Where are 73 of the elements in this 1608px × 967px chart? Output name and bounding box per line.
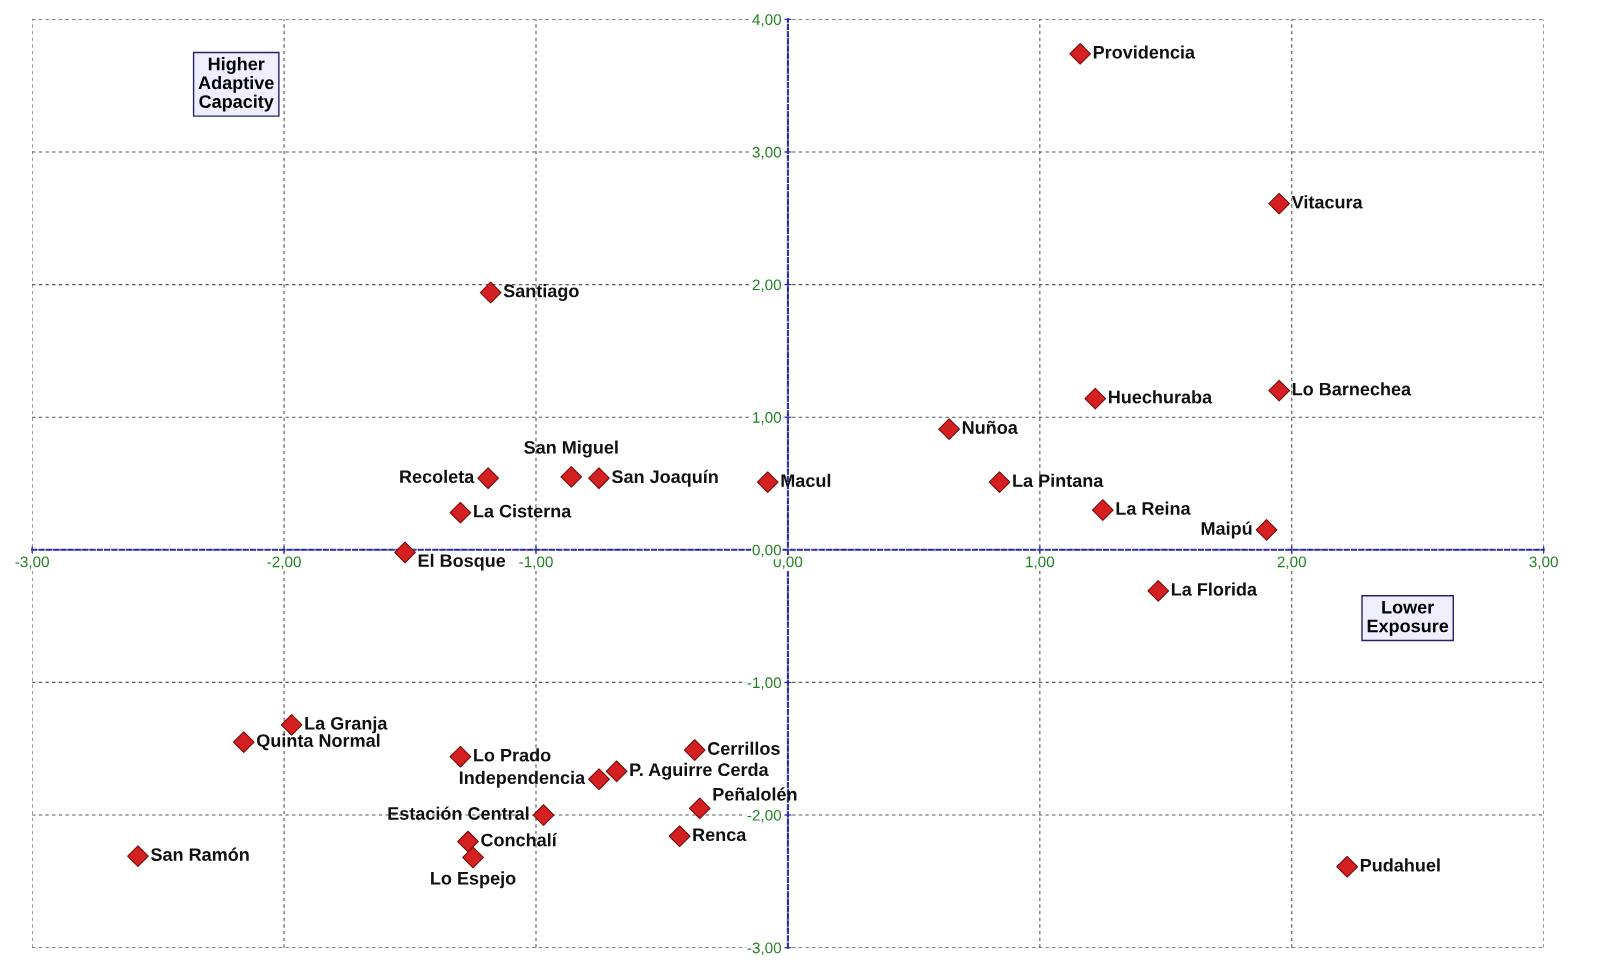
annotation: La Reina [1116,501,1191,515]
annotation: La Granja [305,716,388,734]
annotation: Recoleta [400,469,475,484]
annotation: Cerrillos [707,741,780,755]
point [449,745,472,768]
point [1268,379,1291,402]
point [532,804,555,826]
x-tick-label: -2,00 [267,556,301,570]
annotation: Providencia [1093,45,1196,59]
annotation: Huechuraba [1108,390,1213,404]
y-tick-label: -1,00 [747,677,782,690]
point [477,467,499,490]
point [688,797,711,820]
annotation: Lo Barnechea [1292,382,1412,396]
annotation: San Ramón [150,847,249,861]
annotation: Macul [781,473,831,488]
point [1084,387,1107,410]
point [457,830,479,853]
point [588,768,610,791]
annotation: Conchalí [481,832,558,847]
annotation: Santiago [503,284,579,301]
annotation: La Florida [1171,582,1258,596]
x-tick-label: -3,00 [15,556,49,570]
point [449,501,472,524]
annotation: Vitacura [1291,195,1363,209]
annotation: San Miguel [524,440,618,458]
annotation: La Pintana [1013,473,1104,488]
point [1091,499,1114,521]
point [1336,855,1359,878]
point [560,466,583,488]
annotation: Quinta Normal [257,733,380,751]
y-tick-label: 3,00 [752,146,782,160]
y-tick-label: 0,00 [752,544,782,558]
point [588,467,610,490]
annotation: Pudahuel [1360,858,1440,872]
point [462,846,484,869]
annotation: Estación Central [388,806,529,820]
point [938,418,961,440]
annotation: Independencia [459,770,586,788]
point [479,281,502,304]
annotation: Higher Adaptive Capacity [198,57,274,112]
annotation: El Bosque [418,553,506,571]
annotation: Lo Prado [474,748,551,762]
point [1069,42,1092,65]
y-tick-label: 4,00 [752,14,782,27]
annotation: San Joaquín [612,469,718,487]
point [1268,192,1291,215]
annotation: La Cisterna [474,504,572,518]
point [232,731,255,753]
point [394,541,416,564]
x-tick-label: -1,00 [519,556,553,570]
annotation: Lo Espejo [431,871,516,889]
y-tick-label: 1,00 [753,412,782,425]
point [1255,519,1278,541]
y-tick-label: -2,00 [747,809,782,823]
annotation: Nuñoa [962,420,1018,434]
point [127,845,149,868]
point [668,825,691,848]
annotation: Renca [693,828,747,842]
y-tick-label: -3,00 [747,942,782,956]
point [988,471,1011,494]
annotation: Peñalolén [713,787,797,801]
x-tick-label: 1,00 [1026,556,1055,570]
annotation: P. Aguirre Cerda [630,762,769,780]
point [756,471,779,494]
annotation: Maipú [1201,521,1252,539]
y-tick-label: 2,00 [752,279,782,293]
point [1147,580,1170,602]
point [605,760,628,783]
x-tick-label: 3,00 [1529,556,1558,570]
point [683,739,706,761]
annotation: Lower Exposure [1367,600,1449,636]
x-tick-label: 2,00 [1277,556,1307,570]
